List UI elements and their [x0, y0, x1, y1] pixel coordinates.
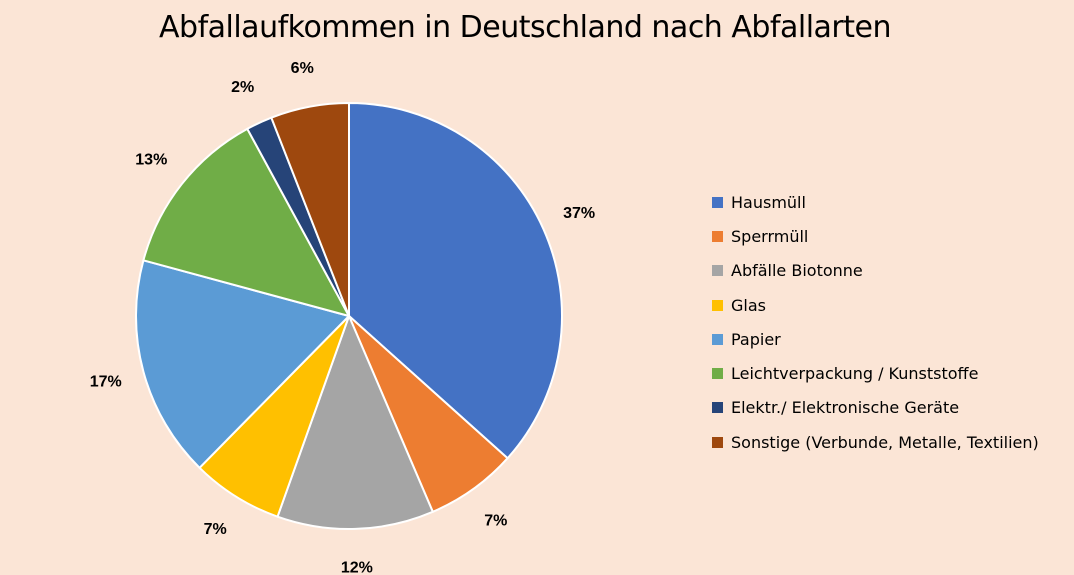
data-label-hausmull: 37% — [563, 205, 595, 222]
legend-label: Sonstige (Verbunde, Metalle, Textilien) — [731, 432, 1039, 452]
legend-item-glas: Glas — [712, 288, 1039, 322]
data-label-elektr-elektronische-gerate: 2% — [231, 79, 254, 96]
legend-label: Abfälle Biotonne — [731, 261, 863, 281]
data-label-glas: 7% — [204, 521, 227, 538]
pie-slice-papier — [135, 259, 350, 469]
legend-label: Papier — [731, 329, 781, 349]
data-label-papier: 17% — [90, 373, 122, 390]
legend-swatch — [712, 265, 723, 277]
legend-label: Elektr./ Elektronische Geräte — [731, 398, 960, 418]
legend: Hausmüll Sperrmüll Abfälle Biotonne Glas Pap… — [712, 185, 1039, 459]
legend-label: Sperrmüll — [731, 226, 809, 246]
data-label-sperrmull: 7% — [484, 512, 507, 529]
pie-slice-leichtverpackung-kunststoffe — [142, 127, 350, 317]
legend-swatch — [712, 333, 723, 345]
data-label-sonstige-verbunde-metalle-textilien: 6% — [291, 60, 314, 77]
legend-item-elektr-elektronische-gerate: Elektr./ Elektronische Geräte — [712, 391, 1039, 425]
data-label-abfalle-biotonne: 12% — [341, 559, 373, 575]
legend-item-abfalle-biotonne: Abfälle Biotonne — [712, 254, 1039, 288]
data-label-leichtverpackung-kunststoffe: 13% — [135, 151, 167, 168]
legend-item-leichtverpackung-kunststoffe: Leichtverpackung / Kunststoffe — [712, 356, 1039, 390]
legend-swatch — [712, 299, 723, 311]
pie-slices — [135, 102, 563, 530]
legend-swatch — [712, 402, 723, 414]
legend-swatch — [712, 230, 723, 242]
legend-swatch — [712, 196, 723, 208]
legend-label: Hausmüll — [731, 192, 806, 212]
legend-item-sperrmull: Sperrmüll — [712, 219, 1039, 253]
chart-title: Abfallaufkommen in Deutschland nach Abfa… — [159, 10, 892, 45]
pie-slice-abfalle-biotonne — [276, 315, 434, 530]
pie-slice-hausmull — [348, 102, 563, 460]
legend-label: Leichtverpackung / Kunststoffe — [731, 364, 979, 384]
pie-slice-sonstige-verbunde-metalle-textilien — [270, 102, 350, 317]
legend-swatch — [712, 368, 723, 380]
pie-data-labels: 37% 7% 12% 7% 17% 13% 2% 6% — [90, 60, 595, 575]
legend-item-hausmull: Hausmüll — [712, 185, 1039, 219]
legend-item-sonstige-verbunde-metalle-textilien: Sonstige (Verbunde, Metalle, Textilien) — [712, 425, 1039, 459]
legend-swatch — [712, 436, 723, 448]
legend-item-papier: Papier — [712, 322, 1039, 356]
legend-label: Glas — [731, 295, 766, 315]
